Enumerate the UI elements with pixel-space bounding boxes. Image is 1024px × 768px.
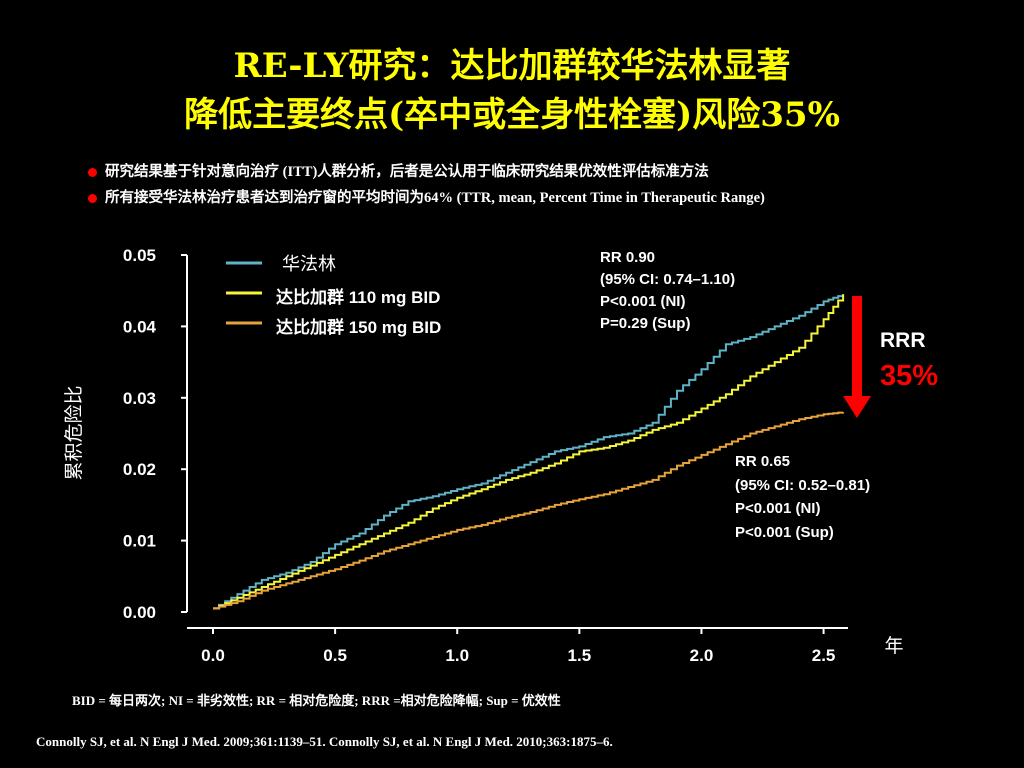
slide-title-line-1: RE-LY研究：达比加群较华法林显著 bbox=[233, 46, 791, 86]
legend-label-warfarin: 华法林 bbox=[282, 254, 336, 274]
x-tick-label: 0.5 bbox=[323, 646, 347, 665]
y-tick-label: 0.02 bbox=[123, 460, 156, 479]
rr-110-line: RR 0.90 bbox=[600, 249, 655, 266]
x-tick-label: 1.0 bbox=[445, 646, 469, 665]
slide-title-line-2: 降低主要终点(卒中或全身性栓塞)风险35% bbox=[184, 95, 840, 135]
y-tick-label: 0.05 bbox=[123, 246, 156, 265]
rr-150-line: RR 0.65 bbox=[735, 453, 790, 470]
series-lines bbox=[213, 294, 845, 610]
bullet-dot-icon bbox=[88, 194, 97, 203]
x-tick-label: 2.5 bbox=[812, 646, 836, 665]
x-tick-label: 1.5 bbox=[568, 646, 592, 665]
bullet-text: 研究结果基于针对意向治疗 (ITT)人群分析，后者是公认用于临床研究结果优效性评… bbox=[105, 164, 709, 180]
y-tick-label: 0.00 bbox=[123, 603, 156, 622]
series-line-warfarin bbox=[213, 294, 845, 610]
bullet-text: 所有接受华法林治疗患者达到治疗窗的平均时间为64% (TTR, mean, Pe… bbox=[105, 190, 765, 206]
series-line-dabi150 bbox=[213, 411, 845, 610]
y-tick-label: 0.03 bbox=[123, 389, 156, 408]
reference-footnote: Connolly SJ, et al. N Engl J Med. 2009;3… bbox=[36, 734, 613, 749]
bullet-item: 所有接受华法林治疗患者达到治疗窗的平均时间为64% (TTR, mean, Pe… bbox=[88, 188, 945, 208]
rr-110-line: P=0.29 (Sup) bbox=[600, 315, 690, 332]
rrr-value: 35% bbox=[880, 360, 938, 392]
bullet-item: 研究结果基于针对意向治疗 (ITT)人群分析，后者是公认用于临床研究结果优效性评… bbox=[88, 162, 945, 182]
x-tick-label: 2.0 bbox=[690, 646, 714, 665]
rr-110-annotation: RR 0.90 (95% CI: 0.74–1.10) P<0.001 (NI)… bbox=[600, 249, 735, 332]
rr-110-line: (95% CI: 0.74–1.10) bbox=[600, 271, 735, 288]
rr-150-line: (95% CI: 0.52–0.81) bbox=[735, 477, 870, 494]
y-axis-label: 累积危险比 bbox=[63, 385, 85, 480]
rr-150-annotation: RR 0.65 (95% CI: 0.52–0.81) P<0.001 (NI)… bbox=[735, 453, 870, 541]
legend-label-dabi110: 达比加群 110 mg BID bbox=[276, 287, 440, 307]
bullet-dot-icon bbox=[88, 168, 97, 177]
x-tick-label: 0.0 bbox=[201, 646, 225, 665]
x-axis-ticks: 0.0 0.5 1.0 1.5 2.0 2.5 bbox=[201, 628, 835, 665]
y-tick-label: 0.01 bbox=[123, 532, 156, 551]
rr-150-line: P<0.001 (NI) bbox=[735, 500, 820, 517]
x-axis-label: 年 bbox=[884, 635, 903, 657]
legend: 华法林 达比加群 110 mg BID 达比加群 150 mg BID bbox=[226, 254, 441, 337]
y-axis-ticks: 0.00 0.01 0.02 0.03 0.04 0.05 bbox=[123, 246, 187, 622]
rrr-label: RRR bbox=[880, 329, 926, 352]
y-tick-label: 0.04 bbox=[123, 317, 157, 336]
rr-110-line: P<0.001 (NI) bbox=[600, 293, 685, 310]
series-line-dabi110 bbox=[213, 294, 845, 610]
rrr-arrow-icon bbox=[843, 296, 871, 418]
legend-label-dabi150: 达比加群 150 mg BID bbox=[276, 317, 441, 337]
rr-150-line: P<0.001 (Sup) bbox=[735, 524, 834, 541]
abbreviation-footnote: BID = 每日两次; NI = 非劣效性; RR = 相对危险度; RRR =… bbox=[72, 693, 561, 708]
